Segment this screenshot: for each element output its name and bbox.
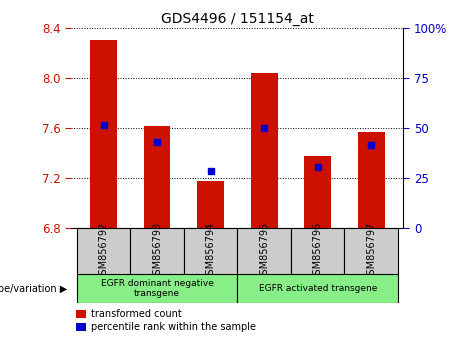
Text: GSM856795: GSM856795 [259, 222, 269, 281]
Bar [344, 228, 398, 274]
Text: genotype/variation ▶: genotype/variation ▶ [0, 284, 67, 293]
Bar [90, 40, 117, 228]
Bar [358, 132, 384, 228]
Text: GSM856797: GSM856797 [366, 222, 376, 281]
Bar [237, 274, 398, 303]
Bar [144, 126, 171, 228]
Bar [197, 181, 224, 228]
Bar [291, 228, 344, 274]
Text: EGFR activated transgene: EGFR activated transgene [259, 284, 377, 293]
Bar [251, 73, 278, 228]
Text: EGFR dominant negative
transgene: EGFR dominant negative transgene [100, 279, 213, 298]
Text: GSM856796: GSM856796 [313, 222, 323, 281]
Legend: transformed count, percentile rank within the sample: transformed count, percentile rank withi… [77, 309, 256, 332]
Bar [130, 228, 184, 274]
Bar [304, 156, 331, 228]
Bar [237, 228, 291, 274]
Bar [77, 274, 237, 303]
Title: GDS4496 / 151154_at: GDS4496 / 151154_at [161, 12, 314, 26]
Bar [77, 228, 130, 274]
Text: GSM856794: GSM856794 [206, 222, 216, 281]
Text: GSM856792: GSM856792 [99, 222, 109, 281]
Bar [184, 228, 237, 274]
Text: GSM856793: GSM856793 [152, 222, 162, 281]
